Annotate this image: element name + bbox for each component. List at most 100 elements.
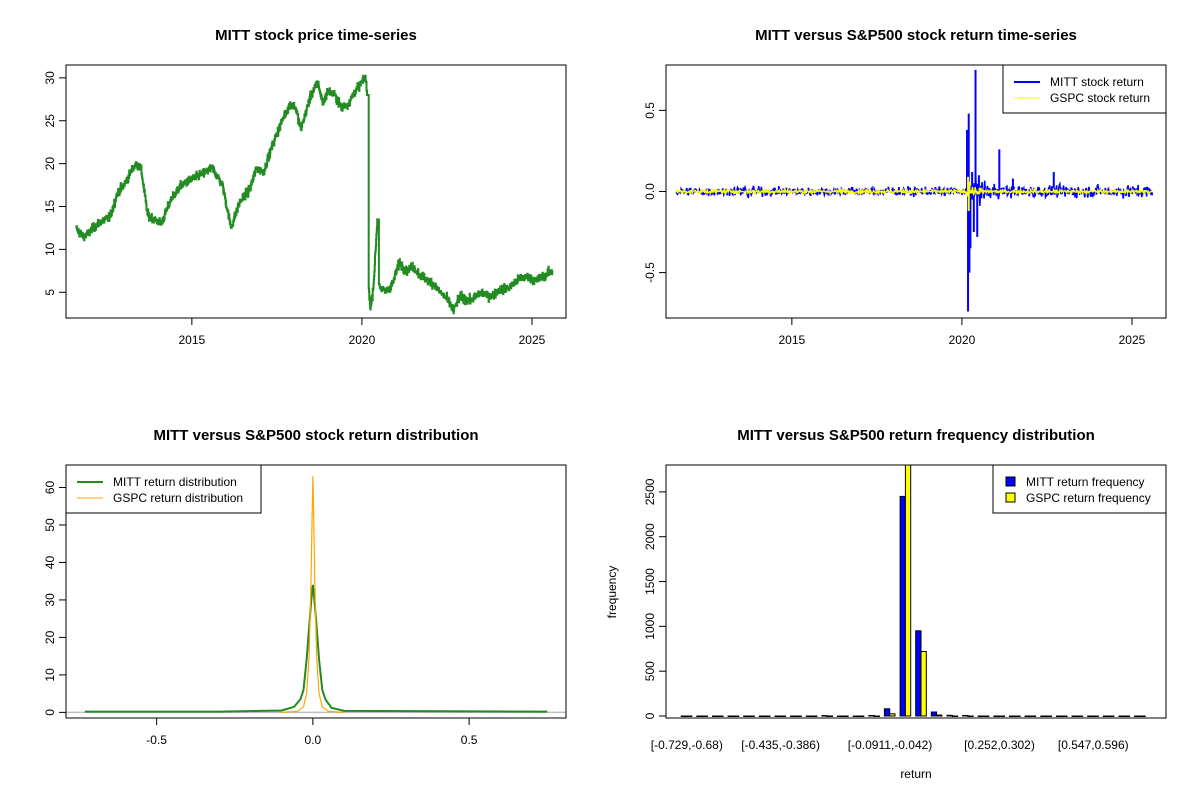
bar-gspc (779, 715, 787, 717)
bar-mitt (805, 715, 813, 717)
bar-gspc (717, 715, 724, 717)
y-tick-label: 2000 (643, 523, 657, 550)
bar-gspc (889, 713, 896, 717)
bar-gspc (967, 715, 974, 717)
legend-box (992, 464, 1167, 514)
y-tick-label: 30 (43, 71, 57, 85)
y-axis-label-histogram: frequency (605, 566, 619, 619)
bar-gspc (732, 715, 740, 717)
panel-price: MITT stock price time-series 2015 2020 202… (43, 27, 567, 347)
bar-mitt (758, 715, 766, 717)
bar-mitt (962, 715, 969, 717)
bar-mitt (680, 715, 688, 717)
x-tick-label: -0.5 (146, 733, 167, 747)
bar-gspc (842, 715, 849, 717)
y-tick-label: 20 (43, 157, 57, 171)
bar-mitt (1134, 715, 1141, 717)
bar-gspc (795, 715, 802, 717)
chart-title-returns: MITT versus S&P500 stock return time-ser… (755, 27, 1077, 44)
y-tick-label: 10 (43, 242, 57, 256)
bar-gspc (764, 715, 771, 717)
y-tick-label: 0 (643, 712, 657, 719)
bar-mitt (712, 715, 719, 717)
y-tick-label: 25 (43, 114, 57, 128)
return-line-gspc (675, 186, 1153, 197)
bar-mitt (696, 715, 703, 717)
bar-gspc (1108, 715, 1115, 717)
x-tick-label: [-0.729,-0.68) (651, 738, 723, 752)
bar-mitt (1024, 715, 1031, 717)
returns-series (675, 69, 1154, 312)
x-tick-label: 2025 (1119, 333, 1146, 347)
plot-frame-price (65, 64, 567, 319)
y-tick-label: 50 (43, 518, 57, 532)
legend-box (65, 464, 262, 514)
x-tick-label: [0.252,0.302) (964, 738, 1035, 752)
bar-mitt (837, 715, 844, 717)
legend-density: MITT return distribution GSPC return dis… (65, 464, 262, 514)
bar-mitt (790, 715, 797, 717)
bar-mitt (727, 715, 734, 717)
chart-title-histogram: MITT versus S&P500 return frequency dist… (737, 427, 1095, 444)
panel-density: MITT versus S&P500 stock return distribu… (43, 427, 567, 747)
bar-mitt (774, 715, 781, 717)
density-line-mitt (84, 584, 548, 713)
axes-density: -0.5 0.0 0.5 0 10 20 30 40 50 60 (43, 480, 478, 747)
bar-mitt (946, 714, 953, 717)
panel-histogram: MITT versus S&P500 return frequency dist… (605, 427, 1167, 781)
y-tick-label: 40 (43, 555, 57, 569)
y-tick-label: 2500 (643, 478, 657, 505)
bar-mitt (1040, 715, 1047, 717)
x-tick-label: 2015 (178, 333, 205, 347)
legend-label-gspc: GSPC return frequency (1026, 491, 1151, 505)
density-series (66, 476, 566, 714)
y-tick-label: 0.5 (643, 102, 657, 119)
y-tick-label: 20 (43, 630, 57, 644)
bar-mitt (1087, 715, 1094, 717)
bar-gspc (904, 464, 912, 717)
y-tick-label: -0.5 (643, 262, 657, 283)
bar-mitt (868, 715, 875, 717)
chart-title-density: MITT versus S&P500 stock return distribu… (153, 427, 478, 444)
x-axis-label-histogram: return (900, 767, 931, 781)
x-tick-label: 2025 (519, 333, 546, 347)
y-tick-label: 500 (643, 661, 657, 681)
y-tick-label: 30 (43, 593, 57, 607)
bar-gspc (951, 715, 959, 717)
y-tick-label: 15 (43, 200, 57, 214)
bar-gspc (1014, 715, 1021, 717)
x-tick-label: 2020 (349, 333, 376, 347)
bar-mitt (1055, 715, 1063, 717)
bar-mitt (1102, 715, 1110, 717)
bar-mitt (1118, 715, 1125, 717)
bar-mitt (930, 711, 938, 717)
y-tick-label: 10 (43, 668, 57, 682)
bar-gspc (1076, 715, 1084, 717)
bar-gspc (920, 651, 927, 717)
bar-gspc (811, 715, 818, 717)
x-tick-label: 2020 (949, 333, 976, 347)
bar-gspc (1045, 715, 1052, 717)
panel-returns: MITT versus S&P500 stock return time-ser… (643, 27, 1167, 347)
legend-swatch-gspc (1005, 492, 1016, 503)
y-tick-label: 5 (43, 289, 57, 296)
bar-mitt (743, 715, 750, 717)
y-tick-label: 1500 (643, 568, 657, 595)
bar-mitt (821, 715, 828, 717)
x-tick-label: 0.0 (305, 733, 322, 747)
y-tick-label: 0 (43, 709, 57, 716)
legend-histogram: MITT return frequency GSPC return freque… (992, 464, 1167, 514)
x-tick-label: [0.547,0.596) (1058, 738, 1129, 752)
bar-mitt (852, 715, 860, 717)
bar-gspc (1029, 715, 1037, 717)
density-line-gspc (281, 476, 345, 713)
axes-returns: 2015 2020 2025 -0.5 0.0 0.5 (643, 102, 1146, 347)
bar-gspc (936, 714, 943, 717)
bar-gspc (858, 715, 865, 717)
x-tick-label: 2015 (778, 333, 805, 347)
bar-mitt (1009, 715, 1016, 717)
x-tick-label: [-0.435,-0.386) (741, 738, 820, 752)
bar-mitt (915, 630, 922, 717)
chart-title-price: MITT stock price time-series (215, 27, 417, 44)
